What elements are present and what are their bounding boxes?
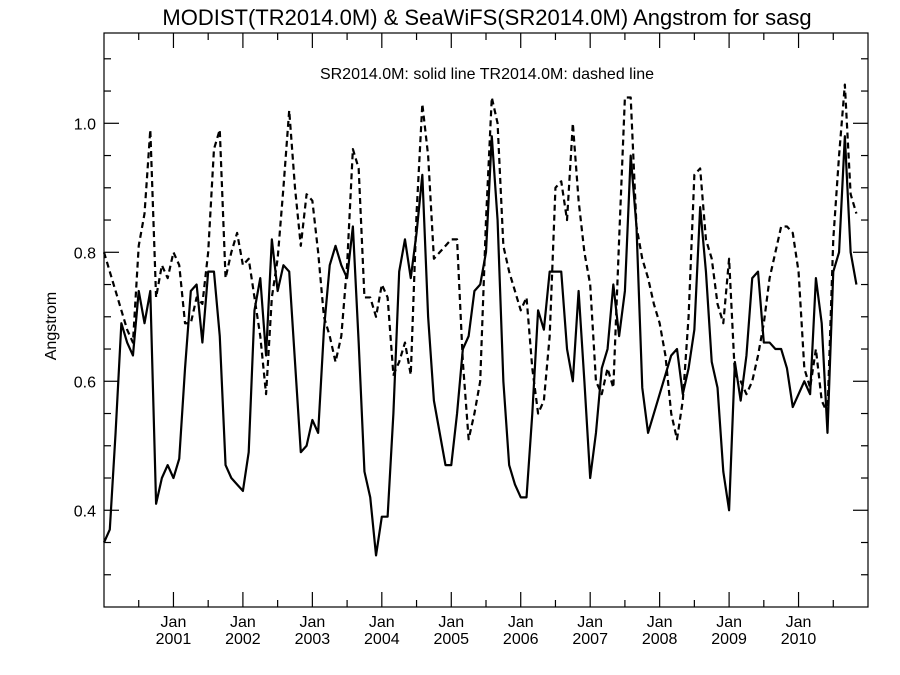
plot-frame (103, 32, 869, 608)
series-layer (102, 83, 858, 557)
series-line-sr2014-0m (102, 135, 858, 557)
x-tick-label-year: 2004 (364, 631, 400, 648)
y-tick-label: 0.4 (74, 503, 96, 520)
x-tick-label-year: 2009 (711, 631, 747, 648)
chart-title: MODIST(TR2014.0M) & SeaWiFS(SR2014.0M) A… (162, 5, 811, 30)
x-tick-label-year: 2005 (433, 631, 469, 648)
x-tick-label-month: Jan (161, 614, 187, 631)
x-tick-label-year: 2006 (503, 631, 539, 648)
x-tick-label-year: 2002 (225, 631, 261, 648)
y-tick-label: 1.0 (74, 116, 96, 133)
axis-layer: 0.40.60.81.0Jan2001Jan2002Jan2003Jan2004… (74, 33, 868, 648)
x-tick-label-year: 2003 (295, 631, 331, 648)
series-style-note: SR2014.0M: solid line TR2014.0M: dashed … (320, 66, 654, 83)
x-tick-label-year: 2010 (781, 631, 817, 648)
x-tick-label-month: Jan (508, 614, 534, 631)
y-axis-label: Angstrom (43, 292, 60, 360)
x-tick-label-month: Jan (647, 614, 673, 631)
x-tick-label-month: Jan (577, 614, 603, 631)
x-tick-label-month: Jan (786, 614, 812, 631)
series-line-tr2014-0m (102, 83, 858, 441)
y-tick-label: 0.8 (74, 245, 96, 262)
x-tick-label-month: Jan (369, 614, 395, 631)
x-tick-label-month: Jan (716, 614, 742, 631)
x-tick-label-year: 2008 (642, 631, 678, 648)
x-tick-label-month: Jan (230, 614, 256, 631)
x-tick-label-month: Jan (299, 614, 325, 631)
x-tick-label-year: 2007 (572, 631, 608, 648)
x-tick-label-year: 2001 (156, 631, 192, 648)
x-tick-label-month: Jan (438, 614, 464, 631)
y-tick-label: 0.6 (74, 374, 96, 391)
